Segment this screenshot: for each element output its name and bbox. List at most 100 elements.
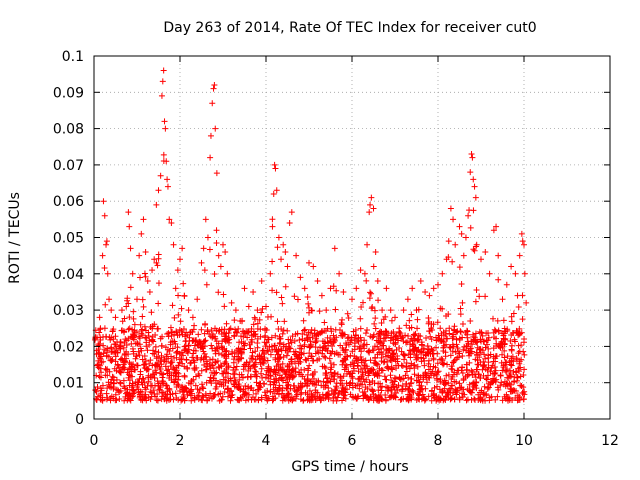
data-point <box>414 316 421 323</box>
grid-lines <box>94 56 610 419</box>
data-point <box>355 357 362 364</box>
data-point <box>183 385 190 392</box>
data-point <box>368 290 375 297</box>
data-point <box>199 343 206 350</box>
data-point <box>493 335 500 342</box>
data-point <box>273 367 280 374</box>
data-point <box>181 363 188 370</box>
data-point <box>267 373 274 380</box>
data-point <box>174 332 181 339</box>
data-point <box>416 386 423 393</box>
data-point <box>419 391 426 398</box>
data-point <box>416 396 423 403</box>
data-point <box>173 328 180 335</box>
data-point <box>226 390 233 397</box>
data-point <box>332 306 339 313</box>
data-point <box>202 353 209 360</box>
data-point <box>158 352 165 359</box>
data-point <box>275 351 282 358</box>
data-point <box>160 67 167 74</box>
data-point <box>378 383 385 390</box>
data-point <box>279 397 286 404</box>
data-point <box>282 249 289 256</box>
data-point <box>262 374 269 381</box>
data-point <box>390 329 397 336</box>
data-point <box>473 366 480 373</box>
data-point <box>161 118 168 125</box>
data-point <box>245 303 252 310</box>
data-point <box>395 328 402 335</box>
data-point <box>356 385 363 392</box>
data-point <box>520 339 527 346</box>
data-point <box>452 241 459 248</box>
data-point <box>398 386 405 393</box>
data-point <box>130 308 137 315</box>
data-point <box>468 348 475 355</box>
data-point <box>445 238 452 245</box>
data-point <box>139 296 146 303</box>
data-point <box>153 363 160 370</box>
data-point <box>177 256 183 263</box>
data-point <box>97 326 104 333</box>
data-point <box>280 327 287 334</box>
data-point <box>406 365 413 372</box>
data-point <box>521 241 527 248</box>
data-point <box>209 356 216 363</box>
data-point <box>279 300 286 307</box>
data-point <box>269 223 276 230</box>
data-point <box>483 330 490 337</box>
data-point <box>513 368 520 375</box>
data-point <box>445 311 452 318</box>
data-point <box>213 227 220 234</box>
data-point <box>207 390 214 397</box>
data-point <box>337 373 344 380</box>
data-point <box>94 384 101 391</box>
data-point <box>218 343 225 350</box>
data-point <box>435 368 442 375</box>
data-point <box>137 274 144 281</box>
data-point <box>98 369 105 376</box>
data-point <box>386 346 393 353</box>
data-point <box>113 376 120 383</box>
data-point <box>349 348 356 355</box>
data-point <box>106 296 113 303</box>
data-point <box>104 345 111 352</box>
data-point <box>360 342 367 349</box>
data-point <box>141 323 148 330</box>
data-point <box>324 390 331 397</box>
data-point <box>168 353 175 360</box>
data-point <box>124 389 131 396</box>
data-point <box>323 374 330 381</box>
data-point <box>459 352 466 359</box>
data-point <box>469 380 476 387</box>
data-point <box>314 357 321 364</box>
data-point <box>469 154 476 161</box>
data-point <box>404 296 411 303</box>
data-point <box>466 381 473 388</box>
data-point <box>481 383 488 390</box>
data-point <box>213 240 220 247</box>
data-point <box>131 327 138 334</box>
data-point <box>288 356 295 363</box>
data-point <box>250 387 257 394</box>
data-point <box>126 223 133 230</box>
data-point <box>439 270 446 277</box>
data-point <box>336 389 343 396</box>
data-point <box>227 397 234 404</box>
data-point <box>508 263 515 270</box>
data-point <box>518 329 525 336</box>
data-point <box>284 362 291 369</box>
data-point <box>397 396 404 403</box>
data-point <box>283 379 290 386</box>
data-point <box>108 376 115 383</box>
data-point <box>251 364 258 371</box>
data-point <box>290 373 297 380</box>
data-point <box>224 393 231 400</box>
data-point <box>486 384 493 391</box>
data-point <box>164 330 171 337</box>
data-point <box>312 344 319 351</box>
data-point <box>457 305 464 312</box>
data-point <box>103 353 110 360</box>
data-point <box>456 264 463 271</box>
data-point <box>422 288 429 295</box>
